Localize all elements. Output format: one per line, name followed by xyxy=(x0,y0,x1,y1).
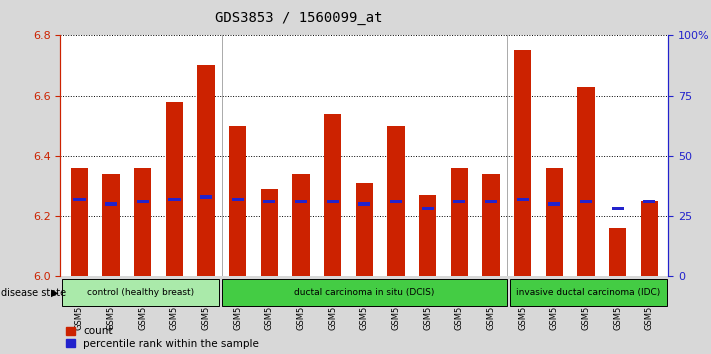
Text: GDS3853 / 1560099_at: GDS3853 / 1560099_at xyxy=(215,11,383,25)
Bar xyxy=(166,102,183,276)
Bar xyxy=(419,195,437,276)
Text: invasive ductal carcinoma (IDC): invasive ductal carcinoma (IDC) xyxy=(516,288,661,297)
Bar xyxy=(580,200,592,203)
Bar xyxy=(577,86,594,276)
Bar xyxy=(229,126,247,276)
Text: control (healthy breast): control (healthy breast) xyxy=(87,288,194,297)
Bar xyxy=(295,200,307,203)
Text: ▶: ▶ xyxy=(51,288,59,298)
Bar xyxy=(390,200,402,203)
Bar xyxy=(485,200,497,203)
Bar xyxy=(548,202,560,206)
Text: ductal carcinoma in situ (DCIS): ductal carcinoma in situ (DCIS) xyxy=(294,288,434,297)
Bar xyxy=(102,174,119,276)
Bar xyxy=(643,200,656,203)
Legend: count, percentile rank within the sample: count, percentile rank within the sample xyxy=(65,326,260,349)
Bar xyxy=(70,168,88,276)
Bar xyxy=(261,189,278,276)
Bar xyxy=(324,114,341,276)
Bar xyxy=(222,279,507,307)
Bar xyxy=(358,202,370,206)
Bar xyxy=(105,202,117,206)
Bar xyxy=(356,183,373,276)
Bar xyxy=(198,65,215,276)
Bar xyxy=(326,200,339,203)
Bar xyxy=(641,201,658,276)
Bar xyxy=(134,168,151,276)
Text: disease state: disease state xyxy=(1,288,67,298)
Bar xyxy=(611,207,624,210)
Bar xyxy=(454,200,466,203)
Bar xyxy=(545,168,563,276)
Bar xyxy=(62,279,219,307)
Bar xyxy=(510,279,667,307)
Bar xyxy=(451,168,468,276)
Bar xyxy=(514,50,531,276)
Bar xyxy=(482,174,500,276)
Bar xyxy=(200,195,212,199)
Bar xyxy=(169,198,181,201)
Bar xyxy=(387,126,405,276)
Bar xyxy=(422,207,434,210)
Bar xyxy=(263,200,275,203)
Bar xyxy=(137,200,149,203)
Bar xyxy=(292,174,310,276)
Bar xyxy=(517,198,529,201)
Bar xyxy=(73,198,85,201)
Bar xyxy=(609,228,626,276)
Bar xyxy=(232,198,244,201)
